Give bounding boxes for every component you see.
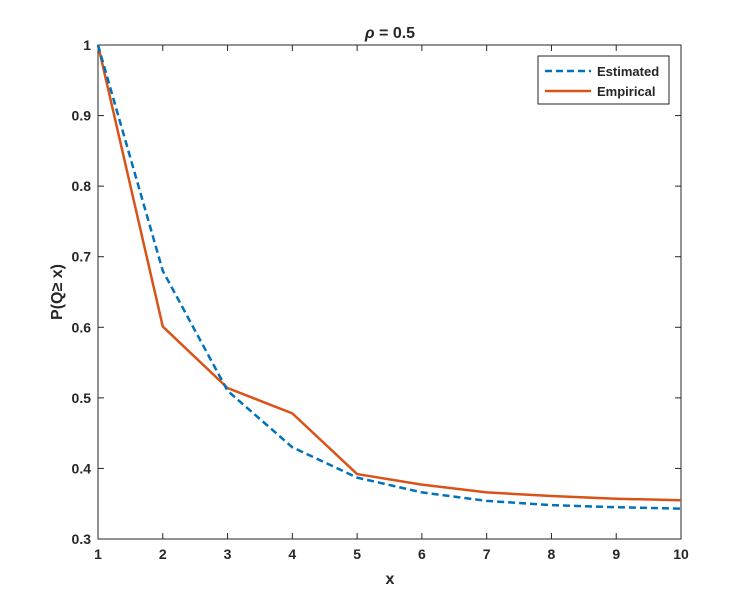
x-tick-label: 4	[288, 546, 296, 562]
chart-title: ρ = 0.5	[364, 25, 415, 42]
y-tick-label: 0.8	[72, 178, 92, 194]
x-tick-label: 1	[94, 546, 102, 562]
y-tick-label: 0.5	[72, 390, 92, 406]
x-tick-label: 2	[159, 546, 167, 562]
x-tick-label: 8	[548, 546, 556, 562]
x-tick-labels: 1 2 3 4 5 6 7 8 9 10	[94, 546, 689, 562]
x-tick-label: 3	[224, 546, 232, 562]
series-line-empirical	[96, 44, 682, 502]
title-text: = 0.5	[375, 25, 416, 42]
legend-label-estimated: Estimated	[597, 64, 659, 79]
series-line-estimated	[96, 44, 682, 510]
x-tick-label: 10	[673, 546, 689, 562]
y-tick-label: 0.7	[72, 249, 92, 265]
y-tick-label: 0.4	[72, 460, 92, 476]
y-tick-label: 0.3	[72, 531, 92, 547]
y-tick-labels: 0.3 0.4 0.5 0.6 0.7 0.8 0.9 1	[72, 37, 92, 547]
x-axis-label: x	[386, 571, 395, 588]
axis-ticks	[97, 44, 682, 540]
x-tick-label: 9	[612, 546, 620, 562]
y-tick-label: 1	[83, 37, 91, 53]
plot-area	[97, 44, 682, 540]
y-tick-label: 0.6	[72, 319, 92, 335]
legend: Estimated Empirical	[537, 55, 670, 105]
legend-box	[537, 55, 670, 105]
x-tick-label: 5	[353, 546, 361, 562]
title-symbol: ρ	[364, 25, 375, 42]
y-axis-label: P(Q≥ x)	[49, 264, 66, 320]
y-tick-label: 0.9	[72, 108, 92, 124]
series-lines	[96, 44, 682, 510]
x-tick-label: 7	[483, 546, 491, 562]
x-tick-label: 6	[418, 546, 426, 562]
legend-label-empirical: Empirical	[597, 84, 656, 99]
